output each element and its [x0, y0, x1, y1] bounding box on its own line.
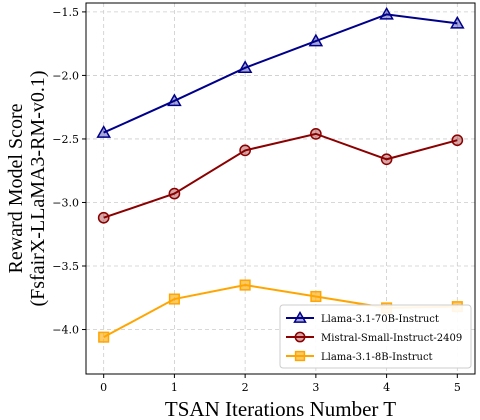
plot-frame	[85, 2, 476, 375]
legend: Llama-3.1-70B-Instruct Mistral-Small-Inst…	[279, 304, 472, 369]
data-point-triangle	[450, 15, 465, 29]
data-point-square	[168, 293, 180, 305]
legend-label: Mistral-Small-Instruct-2409	[321, 333, 462, 344]
x-tick-label: 1	[171, 381, 178, 394]
x-tick-label: 5	[454, 381, 461, 394]
x-tick-label: 4	[383, 381, 390, 394]
data-point-circle	[380, 153, 393, 166]
y-tick-label: −4.0	[52, 324, 79, 337]
data-point-triangle	[308, 33, 324, 47]
series-triangle	[96, 6, 465, 138]
x-tick-label: 2	[242, 381, 249, 394]
legend-item: Llama-3.1-8B-Instruct	[286, 350, 433, 363]
data-point-triangle	[96, 125, 111, 138]
data-point-triangle	[167, 93, 182, 107]
legend-item: Mistral-Small-Instruct-2409	[286, 331, 462, 344]
series-circle	[97, 128, 464, 224]
data-point-circle	[168, 187, 181, 200]
data-point-square	[239, 279, 251, 291]
y-axis-label-line-2: (FsfairX-LLaMA3-RM-v0.1)	[27, 70, 49, 306]
y-tick-label: −2.0	[52, 69, 79, 82]
legend-box	[279, 304, 472, 369]
y-tick-label: −3.5	[52, 260, 79, 273]
x-tick-label: 0	[100, 381, 107, 394]
data-point-circle	[97, 211, 110, 224]
legend-marker-circle	[294, 331, 306, 343]
axis-ticks: 0 1 2 3 4 5 −1.5 −2.0 −2.5 −3.0 −3.5 −4.0	[52, 6, 461, 394]
data-point-circle	[451, 134, 464, 147]
data-point-square	[310, 290, 322, 303]
series-line	[103, 13, 458, 134]
y-tick-label: −1.5	[52, 6, 79, 19]
legend-marker-triangle	[293, 310, 307, 323]
series-group	[96, 6, 465, 343]
data-point-circle	[310, 128, 322, 140]
y-axis-label-line-1: Reward Model Score	[5, 103, 27, 273]
legend-marker-square	[294, 350, 306, 362]
series-line	[103, 132, 458, 219]
legend-label: Llama-3.1-70B-Instruct	[321, 314, 439, 325]
data-point-square	[98, 331, 110, 343]
y-tick-label: −2.5	[52, 133, 79, 146]
legend-item: Llama-3.1-70B-Instruct	[286, 310, 439, 325]
y-tick-label: −3.0	[52, 196, 79, 209]
legend-label: Llama-3.1-8B-Instruct	[321, 352, 433, 363]
data-point-triangle	[379, 6, 394, 20]
data-point-triangle	[237, 60, 253, 74]
x-tick-label: 3	[312, 381, 319, 394]
data-point-circle	[239, 144, 251, 157]
x-axis-label: TSAN Iterations Number T	[165, 397, 396, 420]
